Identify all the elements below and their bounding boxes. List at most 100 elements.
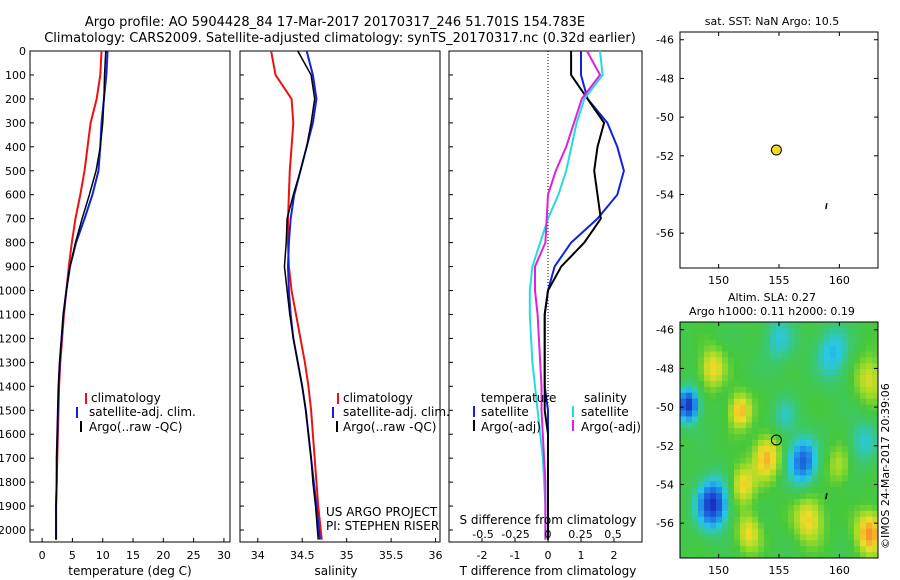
heatmap-cell <box>866 528 873 535</box>
map-island-speck <box>825 203 828 210</box>
heatmap-cell <box>860 357 867 364</box>
heatmap-cell <box>752 451 759 459</box>
heatmap-cell <box>854 552 861 559</box>
heatmap-cell <box>722 404 729 411</box>
heatmap-cell <box>854 339 861 347</box>
heatmap-cell <box>854 469 861 476</box>
heatmap-cell <box>812 345 819 352</box>
heatmap-cell <box>752 327 759 335</box>
heatmap-cell <box>680 504 687 512</box>
map-island-speck-sla <box>825 493 828 500</box>
heatmap-cell <box>680 392 687 400</box>
heatmap-cell <box>776 522 783 529</box>
heatmap-cell <box>680 540 687 547</box>
heatmap-cell <box>818 504 825 512</box>
heatmap-cell <box>704 422 711 429</box>
heatmap-cell <box>866 475 873 482</box>
heatmap-cell <box>794 528 801 535</box>
heatmap-cell <box>800 375 807 382</box>
heatmap-cell <box>764 410 771 417</box>
heatmap-cell <box>692 398 699 406</box>
heatmap-cell <box>854 386 861 394</box>
heatmap-cell <box>722 363 729 370</box>
heatmap-cell <box>824 386 831 394</box>
heatmap-cell <box>860 369 867 376</box>
heatmap-cell <box>854 493 861 500</box>
heatmap-cell <box>734 428 741 435</box>
heatmap-cell <box>722 528 729 535</box>
heatmap-cell <box>854 487 861 494</box>
heatmap-cell <box>860 487 867 494</box>
heatmap-cell <box>866 552 873 559</box>
heatmap-cell <box>692 381 699 388</box>
heatmap-cell <box>794 451 801 459</box>
heatmap-cell <box>686 398 693 406</box>
heatmap-cell <box>836 363 843 370</box>
heatmap-cell <box>806 398 813 406</box>
heatmap-cell <box>704 392 711 400</box>
heatmap-cell <box>824 322 831 329</box>
map-y-tick-label: -50 <box>656 401 674 414</box>
heatmap-cell <box>848 363 855 370</box>
heatmap-cell <box>836 510 843 518</box>
heatmap-cell <box>692 333 699 341</box>
heatmap-cell <box>818 339 825 347</box>
heatmap-cell <box>866 416 873 423</box>
heatmap-cell <box>716 410 723 417</box>
legend-swatch-satellite <box>76 407 78 418</box>
depth-tick-label: 1000 <box>0 285 26 298</box>
map-y-tick-label: -46 <box>656 324 674 337</box>
heatmap-cell <box>734 487 741 494</box>
heatmap-cell <box>710 445 717 453</box>
heatmap-cell <box>710 345 717 352</box>
map-y-tick-label: -54 <box>656 478 674 491</box>
heatmap-cell <box>800 345 807 352</box>
heatmap-cell <box>770 404 777 411</box>
heatmap-cell <box>788 333 795 341</box>
heatmap-cell <box>698 322 705 329</box>
heatmap-cell <box>794 428 801 435</box>
heatmap-cell <box>782 552 789 559</box>
heatmap-cell <box>800 504 807 512</box>
heatmap-cell <box>764 386 771 394</box>
heatmap-cell <box>716 416 723 423</box>
heatmap-cell <box>794 540 801 547</box>
heatmap-cell <box>704 339 711 347</box>
heatmap-cell <box>770 451 777 459</box>
heatmap-cell <box>794 546 801 553</box>
heatmap-cell <box>686 469 693 476</box>
heatmap-cell <box>764 469 771 476</box>
difference-series <box>528 50 625 540</box>
heatmap-cell <box>794 504 801 512</box>
heatmap-cell <box>824 457 831 465</box>
heatmap-cell <box>860 451 867 459</box>
heatmap-cell <box>680 357 687 364</box>
heatmap-cell <box>764 422 771 429</box>
heatmap-cell <box>752 345 759 352</box>
heatmap-cell <box>842 333 849 341</box>
heatmap-cell <box>782 499 789 506</box>
heatmap-cell <box>836 369 843 376</box>
heatmap-cell <box>836 333 843 341</box>
heatmap-cell <box>836 516 843 524</box>
heatmap-cell <box>824 381 831 388</box>
heatmap-cell <box>764 540 771 547</box>
heatmap-cell <box>686 381 693 388</box>
heatmap-cell <box>734 475 741 482</box>
heatmap-cell <box>734 440 741 447</box>
heatmap-cell <box>854 375 861 382</box>
heatmap-cell <box>860 504 867 512</box>
heatmap-cell <box>752 546 759 553</box>
heatmap-cell <box>692 404 699 411</box>
heatmap-cell <box>680 339 687 347</box>
depth-tick-label: 200 <box>5 93 26 106</box>
heatmap-cell <box>734 457 741 465</box>
heatmap-cell <box>740 322 747 329</box>
heatmap-cell <box>692 475 699 482</box>
depth-tick-label: 400 <box>5 141 26 154</box>
heatmap-cell <box>740 540 747 547</box>
heatmap-cell <box>734 552 741 559</box>
heatmap-cell <box>764 428 771 435</box>
heatmap-cell <box>728 546 735 553</box>
heatmap-cell <box>704 375 711 382</box>
